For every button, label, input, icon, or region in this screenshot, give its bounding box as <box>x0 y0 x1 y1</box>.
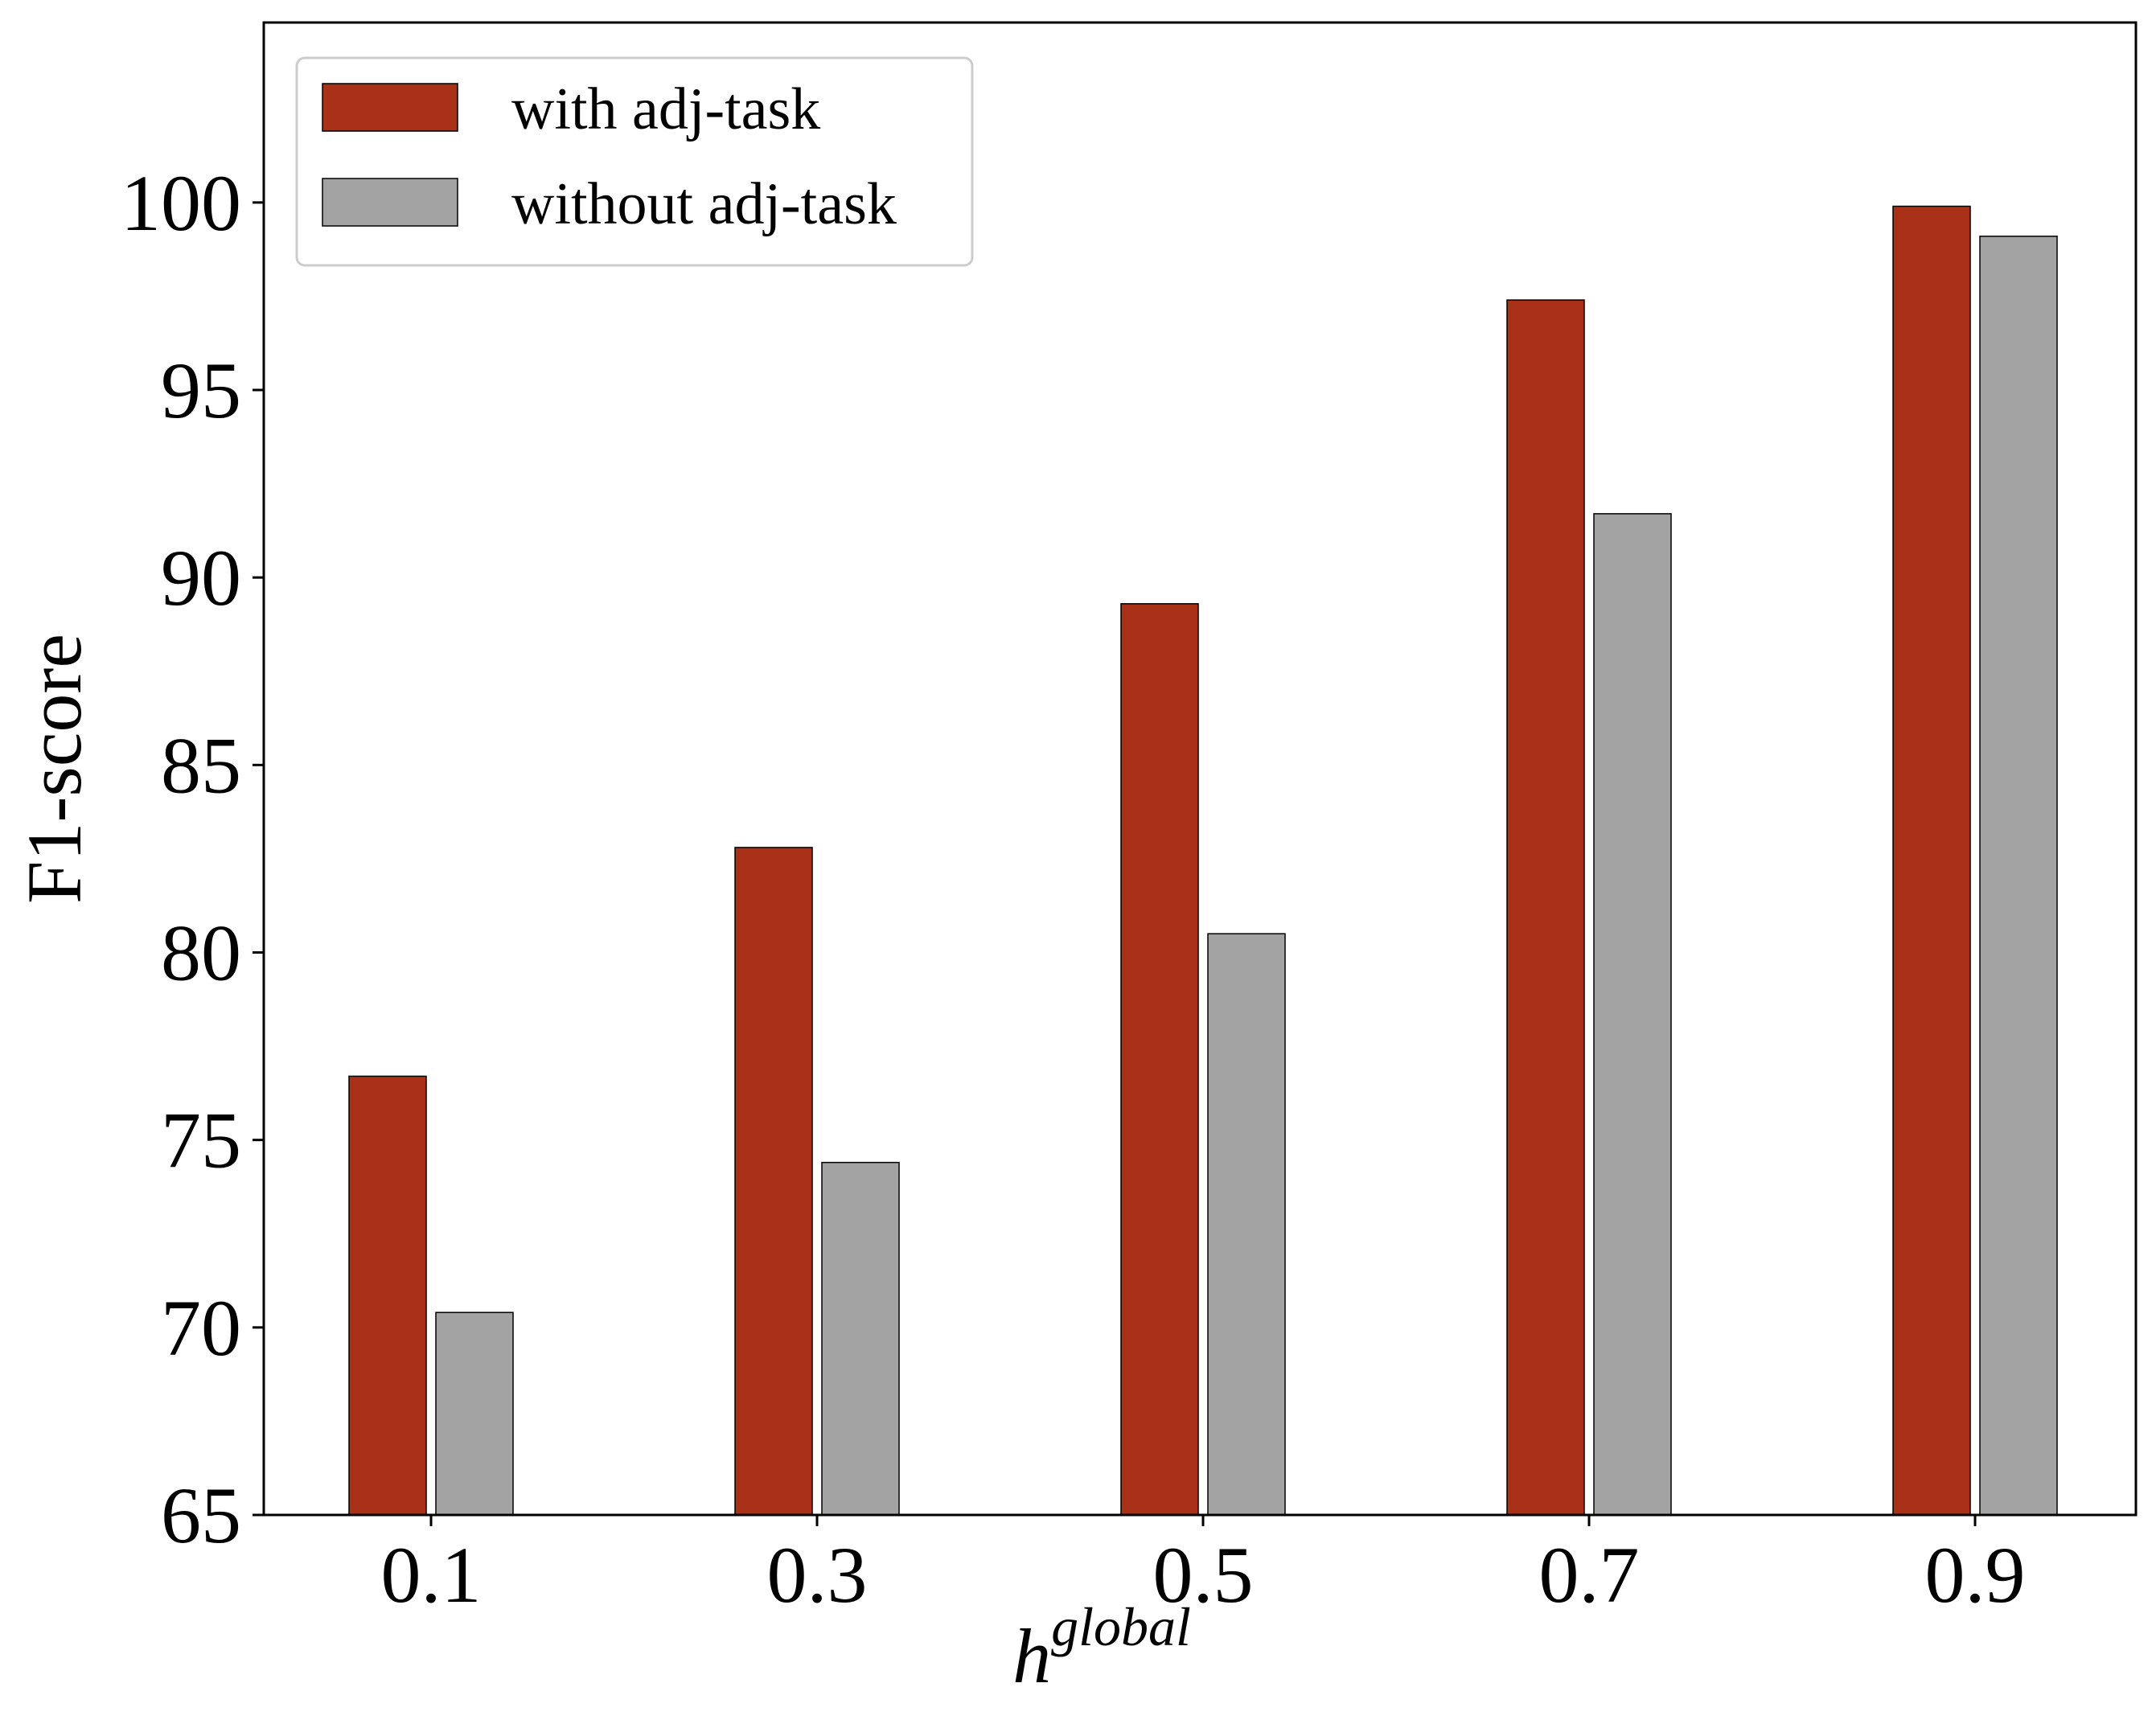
y-tick-label-100: 100 <box>121 158 241 248</box>
y-tick-label-90: 90 <box>161 533 241 622</box>
legend: with adj-task without adj-task <box>295 56 974 267</box>
x-axis-label-base: h <box>1012 1613 1051 1699</box>
bars-group <box>348 205 2058 1516</box>
bar-without-adj-task-0-7 <box>1593 513 1672 1516</box>
y-axis-label: F1-score <box>11 634 97 904</box>
legend-swatch-without-adj-task <box>322 178 458 227</box>
x-tick-label-0-1: 0.1 <box>381 1530 482 1619</box>
legend-box <box>295 56 974 267</box>
bar-with-adj-task-0-7 <box>1506 299 1585 1516</box>
legend-swatch-with-adj-task <box>322 83 458 132</box>
x-tick-label-0-9: 0.9 <box>1925 1530 2026 1619</box>
x-tick-label-0-3: 0.3 <box>767 1530 868 1619</box>
y-tick-label-80: 80 <box>161 909 241 998</box>
bar-with-adj-task-0-5 <box>1120 603 1199 1516</box>
y-tick-label-70: 70 <box>161 1283 241 1373</box>
bar-without-adj-task-0-5 <box>1207 933 1286 1516</box>
y-tick-label-65: 65 <box>161 1471 241 1560</box>
bar-with-adj-task-0-9 <box>1892 205 1971 1516</box>
bar-without-adj-task-0-1 <box>435 1312 514 1516</box>
y-tick-label-85: 85 <box>161 720 241 810</box>
y-axis: 65 70 75 80 85 90 95 100 <box>121 158 264 1560</box>
bar-without-adj-task-0-9 <box>1979 236 2058 1516</box>
bar-with-adj-task-0-3 <box>734 847 813 1516</box>
legend-label-without-adj-task: without adj-task <box>511 171 897 237</box>
y-tick-label-75: 75 <box>161 1096 241 1185</box>
x-axis-label: hglobal <box>1012 1596 1191 1699</box>
bar-with-adj-task-0-1 <box>348 1075 427 1516</box>
bar-without-adj-task-0-3 <box>821 1161 900 1516</box>
plot-area <box>264 23 2136 1515</box>
x-tick-label-0-5: 0.5 <box>1153 1530 1254 1619</box>
x-axis-label-superscript: global <box>1051 1596 1191 1657</box>
plot-frame <box>262 21 2138 1517</box>
y-tick-label-95: 95 <box>161 346 241 435</box>
x-tick-label-0-7: 0.7 <box>1539 1530 1640 1619</box>
legend-label-with-adj-task: with adj-task <box>511 76 820 142</box>
x-axis: 0.1 0.3 0.5 0.7 0.9 <box>381 1515 2026 1619</box>
